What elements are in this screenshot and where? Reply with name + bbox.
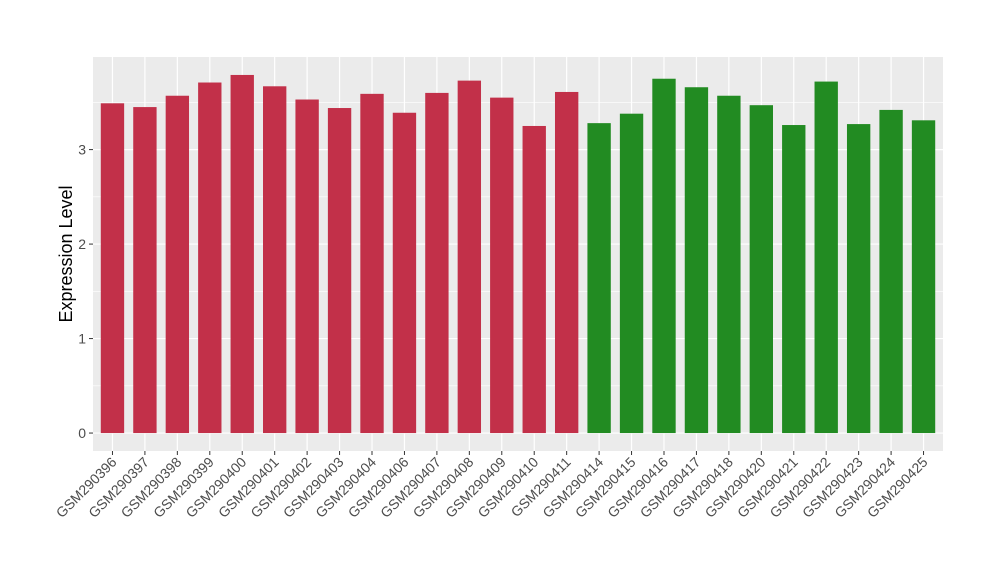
bar-GSM290400 [230,74,254,434]
bar-GSM290397 [133,107,157,434]
bar-GSM290399 [198,82,222,434]
bar-GSM290423 [846,124,871,434]
bar-GSM290421 [782,125,806,434]
bar-GSM290396 [100,103,125,434]
bar-GSM290411 [554,91,579,434]
bar-GSM290422 [814,81,838,434]
bar-GSM290415 [619,113,644,434]
bar-GSM290414 [587,123,611,434]
bar-GSM290418 [717,95,741,434]
bar-GSM290410 [522,125,546,434]
bar-GSM290409 [490,97,514,434]
y-tick-label: 2 [78,236,86,252]
bar-GSM290402 [295,99,319,434]
y-tick-label: 3 [78,142,86,158]
bar-GSM290407 [425,92,449,434]
bar-GSM290424 [879,109,903,434]
bar-GSM290408 [457,80,482,434]
y-axis-label: Expression Level [56,185,76,322]
bar-GSM290417 [684,87,709,434]
bar-GSM290403 [327,108,352,434]
bar-GSM290404 [360,93,384,434]
bar-GSM290420 [749,105,773,434]
bar-GSM290416 [652,78,676,434]
bar-GSM290425 [911,120,936,434]
y-tick-label: 0 [78,425,86,441]
bar-GSM290401 [263,86,287,434]
bar-GSM290398 [165,95,190,434]
y-tick-label: 1 [78,331,86,347]
bar-GSM290406 [392,112,417,434]
